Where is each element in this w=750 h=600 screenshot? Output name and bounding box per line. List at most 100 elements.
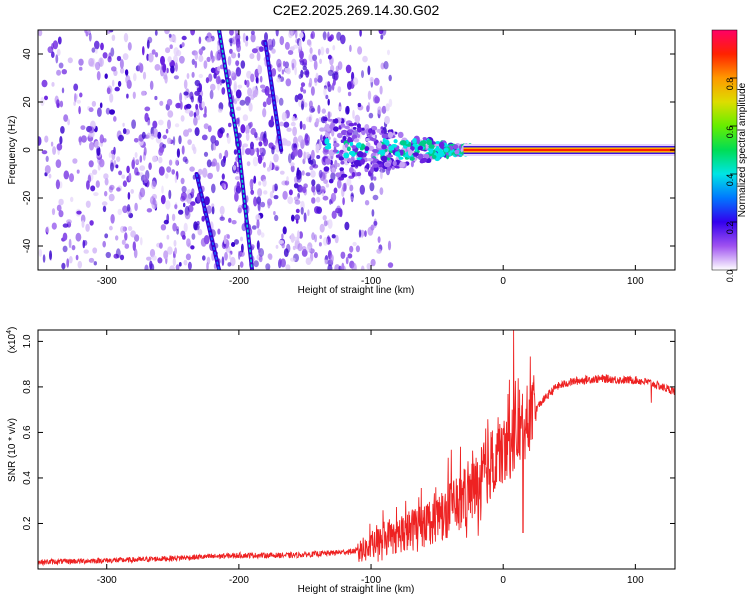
spectrogram-noise-cell xyxy=(252,156,259,167)
spectrogram-noise-cell xyxy=(260,232,265,238)
spectrogram-noise-cell xyxy=(166,234,170,240)
spectrogram-noise-cell xyxy=(104,233,109,239)
spectrogram-noise-cell xyxy=(92,247,98,254)
spectrogram-noise-cell xyxy=(56,99,60,107)
spectrogram-noise-cell xyxy=(333,187,338,194)
spectrogram-blob xyxy=(324,145,331,150)
spectrogram-noise-cell xyxy=(203,123,209,130)
spectrogram-noise-cell xyxy=(234,239,239,245)
spectrogram-noise-cell xyxy=(256,147,260,158)
spectrogram-noise-cell xyxy=(249,121,253,128)
spectrogram-noise-cell xyxy=(276,58,282,68)
spectrogram-noise-cell xyxy=(219,205,225,215)
spectrogram-noise-cell xyxy=(328,36,333,42)
spectrogram-noise-cell xyxy=(127,226,133,231)
spectrogram-noise-cell xyxy=(50,141,54,147)
spectrogram-noise-cell xyxy=(146,256,152,261)
spectrogram-noise-cell xyxy=(176,148,180,158)
spectrogram-noise-cell xyxy=(201,101,205,109)
spectrogram-noise-cell xyxy=(217,228,221,235)
spectrogram-noise-cell xyxy=(240,236,243,242)
spectrogram-noise-cell xyxy=(77,260,83,269)
spectrogram-noise-cell xyxy=(38,248,43,257)
spectrogram-noise-cell xyxy=(366,263,372,270)
spectrogram-noise-cell xyxy=(141,131,146,139)
spectrogram-noise-cell xyxy=(157,131,162,139)
spectrogram-noise-cell xyxy=(309,159,314,165)
spectrogram-noise-cell xyxy=(330,254,334,263)
spectrogram-noise-cell xyxy=(203,60,208,69)
spectrogram-noise-cell xyxy=(351,262,357,270)
spectrogram-noise-cell xyxy=(282,60,286,67)
spectrogram-noise-cell xyxy=(318,169,323,179)
spectrogram-noise-cell xyxy=(235,89,242,99)
snr-y-ticks: 0.2 0.4 0.6 0.8 1.0 xyxy=(22,334,675,530)
spectrogram-blob xyxy=(331,167,336,173)
spectrogram-noise-cell xyxy=(190,201,196,207)
spectrogram-blob xyxy=(353,122,357,126)
spectrogram-noise-cell xyxy=(165,47,171,54)
spectrogram-noise-cell xyxy=(181,35,187,41)
spectrogram-blob xyxy=(325,158,331,165)
spectrogram-noise-cell xyxy=(44,135,49,143)
spectrogram-noise-cell xyxy=(133,73,137,82)
spectrogram-noise-cell xyxy=(106,87,111,95)
spectrogram-noise-cell xyxy=(157,257,163,264)
spectrogram-noise-cell xyxy=(116,187,121,192)
spectrogram-noise-cell xyxy=(89,220,94,226)
spectrogram-noise-cell xyxy=(59,100,64,108)
spectrogram-noise-cell xyxy=(291,62,295,71)
spectrogram-noise-cell xyxy=(301,246,307,251)
spectrogram-noise-cell xyxy=(383,60,389,70)
spectrogram-noise-cell xyxy=(380,169,383,180)
spectrogram-blob xyxy=(347,129,354,133)
spectrogram-blob xyxy=(453,144,459,150)
spectrogram-noise-cell xyxy=(337,106,343,111)
spectrogram-noise-cell xyxy=(79,92,83,98)
spectrogram-blob xyxy=(428,144,435,149)
spectrogram-noise-cell xyxy=(115,235,119,241)
spectrogram-noise-cell xyxy=(272,184,275,193)
spectrogram-noise-cell xyxy=(178,135,182,145)
spectrogram-noise-cell xyxy=(262,179,267,187)
spectrogram-noise-cell xyxy=(160,55,165,66)
spectrogram-noise-cell xyxy=(144,112,149,123)
spectrogram-noise-cell xyxy=(62,245,68,253)
spectrogram-noise-cell xyxy=(154,52,159,58)
spectrogram-noise-cell xyxy=(288,189,293,196)
spectrogram-noise-cell xyxy=(206,205,212,214)
spectrogram-blob xyxy=(333,142,340,148)
spectrogram-noise-cell xyxy=(358,229,362,238)
spectrogram-noise-cell xyxy=(80,214,86,223)
spectrogram-noise-cell xyxy=(73,83,79,91)
spectrogram-noise-cell xyxy=(117,208,123,216)
spectrogram-noise-cell xyxy=(63,170,70,180)
spectrogram-blob xyxy=(376,128,382,133)
spectrogram-noise-cell xyxy=(315,143,320,154)
spectrogram-noise-cell xyxy=(231,220,237,225)
spectrogram-noise-cell xyxy=(257,201,261,211)
spectrogram-blob xyxy=(340,123,346,128)
spectrogram-blob xyxy=(420,158,427,164)
spectrogram-noise-cell xyxy=(215,76,221,85)
spectrogram-noise-cell xyxy=(191,58,196,65)
spectrogram-noise-cell xyxy=(115,248,121,259)
spectrogram-noise-cell xyxy=(331,210,337,219)
spectrogram-noise-cell xyxy=(384,115,390,125)
spectrogram-noise-cell xyxy=(85,223,90,232)
spectrogram-noise-cell xyxy=(290,257,296,262)
spectrogram-noise-cell xyxy=(167,137,172,144)
spectrogram-noise-cell xyxy=(194,60,198,69)
spectrogram-noise-cell xyxy=(148,162,152,170)
spectrogram-noise-cell xyxy=(271,68,277,77)
spectrogram-noise-cell xyxy=(122,128,127,135)
spectrogram-noise-cell xyxy=(240,124,246,134)
spectrogram-blob xyxy=(327,118,334,122)
spectrogram-noise-cell xyxy=(55,159,62,169)
spectrogram-noise-cell xyxy=(51,222,57,230)
spectrogram-noise-cell xyxy=(111,34,116,41)
spectrogram-noise-cell xyxy=(318,242,322,247)
spectrogram-x-tick-label: 100 xyxy=(627,276,644,287)
spectrogram-noise-cell xyxy=(303,70,310,75)
spectrogram-noise-cell xyxy=(310,86,315,96)
